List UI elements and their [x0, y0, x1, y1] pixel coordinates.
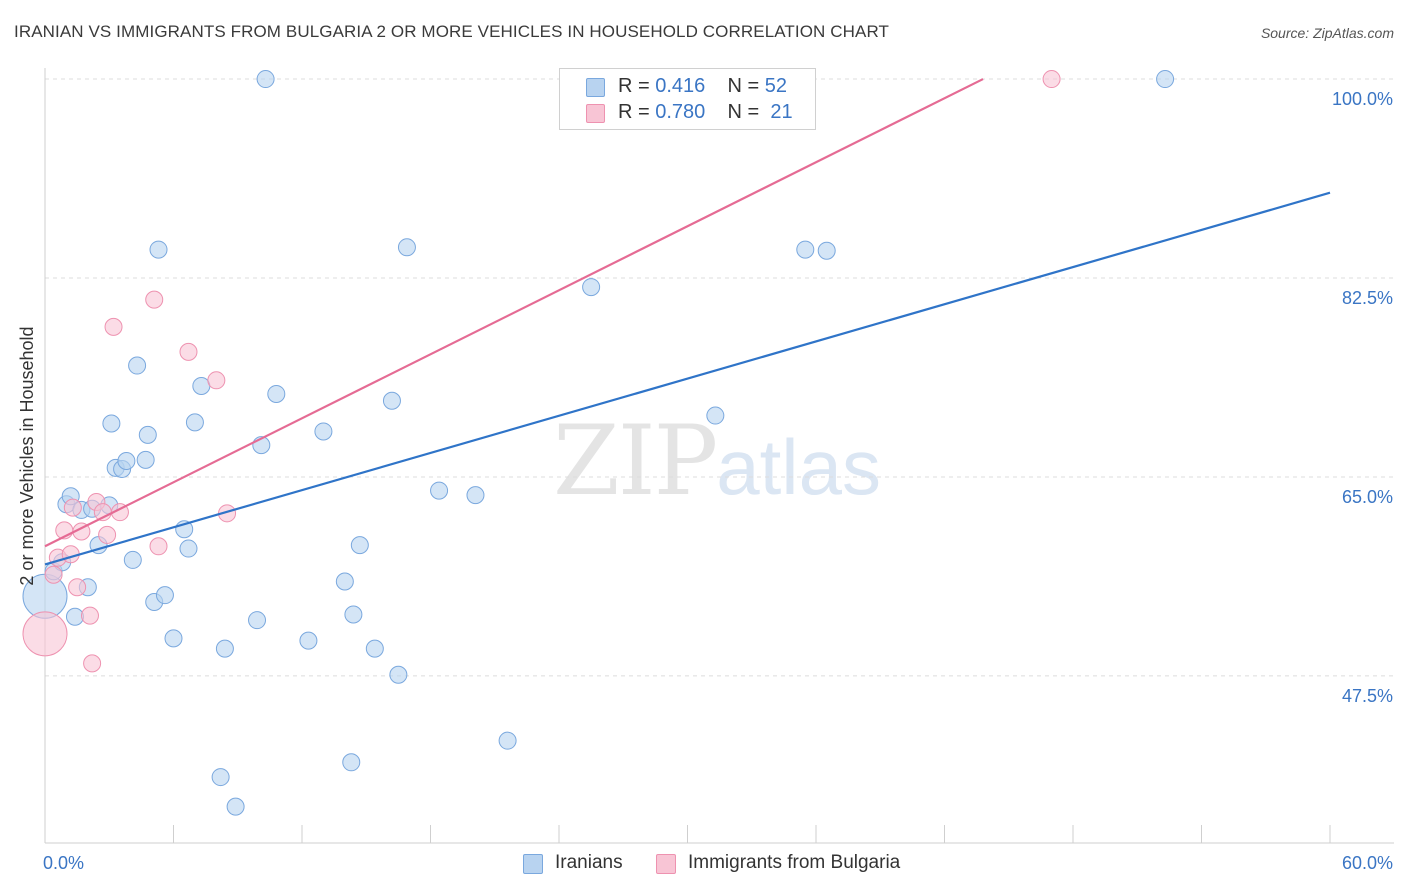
x-tick-label: 0.0%: [43, 853, 84, 873]
legend-swatch-pink: [656, 854, 676, 874]
iranian-point: [136, 450, 155, 469]
iranian-point: [179, 539, 198, 558]
watermark-atlas: atlas: [716, 423, 881, 511]
bulgaria-point: [207, 371, 226, 390]
legend-swatch-pink: [586, 104, 605, 123]
iranian-point: [706, 406, 725, 425]
series-bulgaria: [22, 70, 1061, 673]
y-tick-label: 65.0%: [1342, 487, 1393, 507]
bulgaria-point: [83, 654, 102, 673]
iranian-point: [299, 631, 318, 650]
iranian-point: [226, 797, 245, 816]
iranian-point: [335, 572, 354, 591]
iranian-point: [350, 536, 369, 555]
stats-legend: R = 0.416 N = 52 R = 0.780 N = 21: [559, 68, 816, 130]
legend-swatch-blue: [586, 78, 605, 97]
bulgaria-point: [98, 525, 117, 544]
r-value: 0.416: [655, 75, 706, 97]
iranian-point: [256, 70, 275, 89]
iranian-point: [149, 240, 168, 259]
bulgaria-point: [1042, 70, 1061, 89]
iranian-point: [117, 452, 136, 471]
bulgaria-point: [80, 606, 99, 625]
axes: [44, 68, 1394, 844]
iranian-point: [215, 639, 234, 658]
iranian-point: [342, 753, 361, 772]
data-points: [22, 70, 1175, 816]
iranian-point: [389, 665, 408, 684]
iranian-point: [248, 611, 267, 630]
bulgaria-point: [149, 537, 168, 556]
n-value: 52: [764, 75, 788, 97]
watermark-zip: ZIP: [553, 405, 718, 517]
bulgaria-point: [179, 342, 198, 361]
iranian-point: [498, 731, 517, 750]
trend-lines: [44, 78, 1331, 566]
bulgaria-point: [22, 611, 68, 657]
n-label: N =: [727, 101, 760, 123]
grid-lines: [45, 78, 1394, 677]
trend-line-iranians: [44, 191, 1331, 566]
iranian-point: [192, 376, 211, 395]
iranian-point: [382, 391, 401, 410]
iranian-point: [123, 550, 142, 569]
trend-line-bulgaria: [44, 78, 984, 548]
tick-labels: 47.5% 65.0% 82.5% 100.0% 0.0% 60.0% 2 or more …: [17, 89, 1393, 873]
iranian-point: [211, 768, 230, 787]
bulgaria-point: [63, 498, 82, 517]
iranian-point: [796, 240, 815, 259]
bulgaria-point: [145, 290, 164, 309]
iranian-point: [430, 481, 449, 500]
r-label: R =: [618, 101, 650, 123]
iranian-point: [397, 238, 416, 257]
iranian-point: [582, 278, 601, 297]
n-value: 21: [770, 101, 793, 123]
y-tick-label: 100.0%: [1332, 89, 1393, 109]
chart-title: IRANIAN VS IMMIGRANTS FROM BULGARIA 2 OR…: [14, 22, 890, 41]
x-tick-label: 60.0%: [1342, 853, 1393, 873]
iranian-point: [102, 414, 121, 433]
legend-swatch-blue: [523, 854, 543, 874]
iranian-point: [155, 586, 174, 605]
source-credit: Source: ZipAtlas.com: [1260, 25, 1394, 41]
iranian-point: [1156, 70, 1175, 89]
legend-label: Iranians: [555, 852, 623, 873]
iranian-point: [466, 486, 485, 505]
y-tick-label: 82.5%: [1342, 288, 1393, 308]
iranian-point: [164, 629, 183, 648]
iranian-point: [817, 241, 836, 260]
r-label: R =: [618, 75, 650, 97]
iranian-point: [344, 605, 363, 624]
n-label: N =: [727, 75, 760, 97]
iranian-point: [314, 422, 333, 441]
iranian-point: [267, 384, 286, 403]
series-iranians: [22, 70, 1175, 816]
r-value: 0.780: [655, 101, 706, 123]
bulgaria-point: [104, 317, 123, 336]
bulgaria-point: [68, 578, 87, 597]
watermark: ZIPatlas: [553, 405, 881, 517]
iranian-point: [185, 413, 204, 432]
y-axis-label: 2 or more Vehicles in Household: [17, 326, 37, 585]
legend-label: Immigrants from Bulgaria: [688, 852, 901, 873]
iranian-point: [65, 607, 84, 626]
iranian-point: [138, 425, 157, 444]
y-tick-label: 47.5%: [1342, 686, 1393, 706]
iranian-point: [365, 639, 384, 658]
series-legend: Iranians Immigrants from Bulgaria: [0, 852, 1406, 878]
iranian-point: [128, 356, 147, 375]
bulgaria-point: [44, 565, 63, 584]
